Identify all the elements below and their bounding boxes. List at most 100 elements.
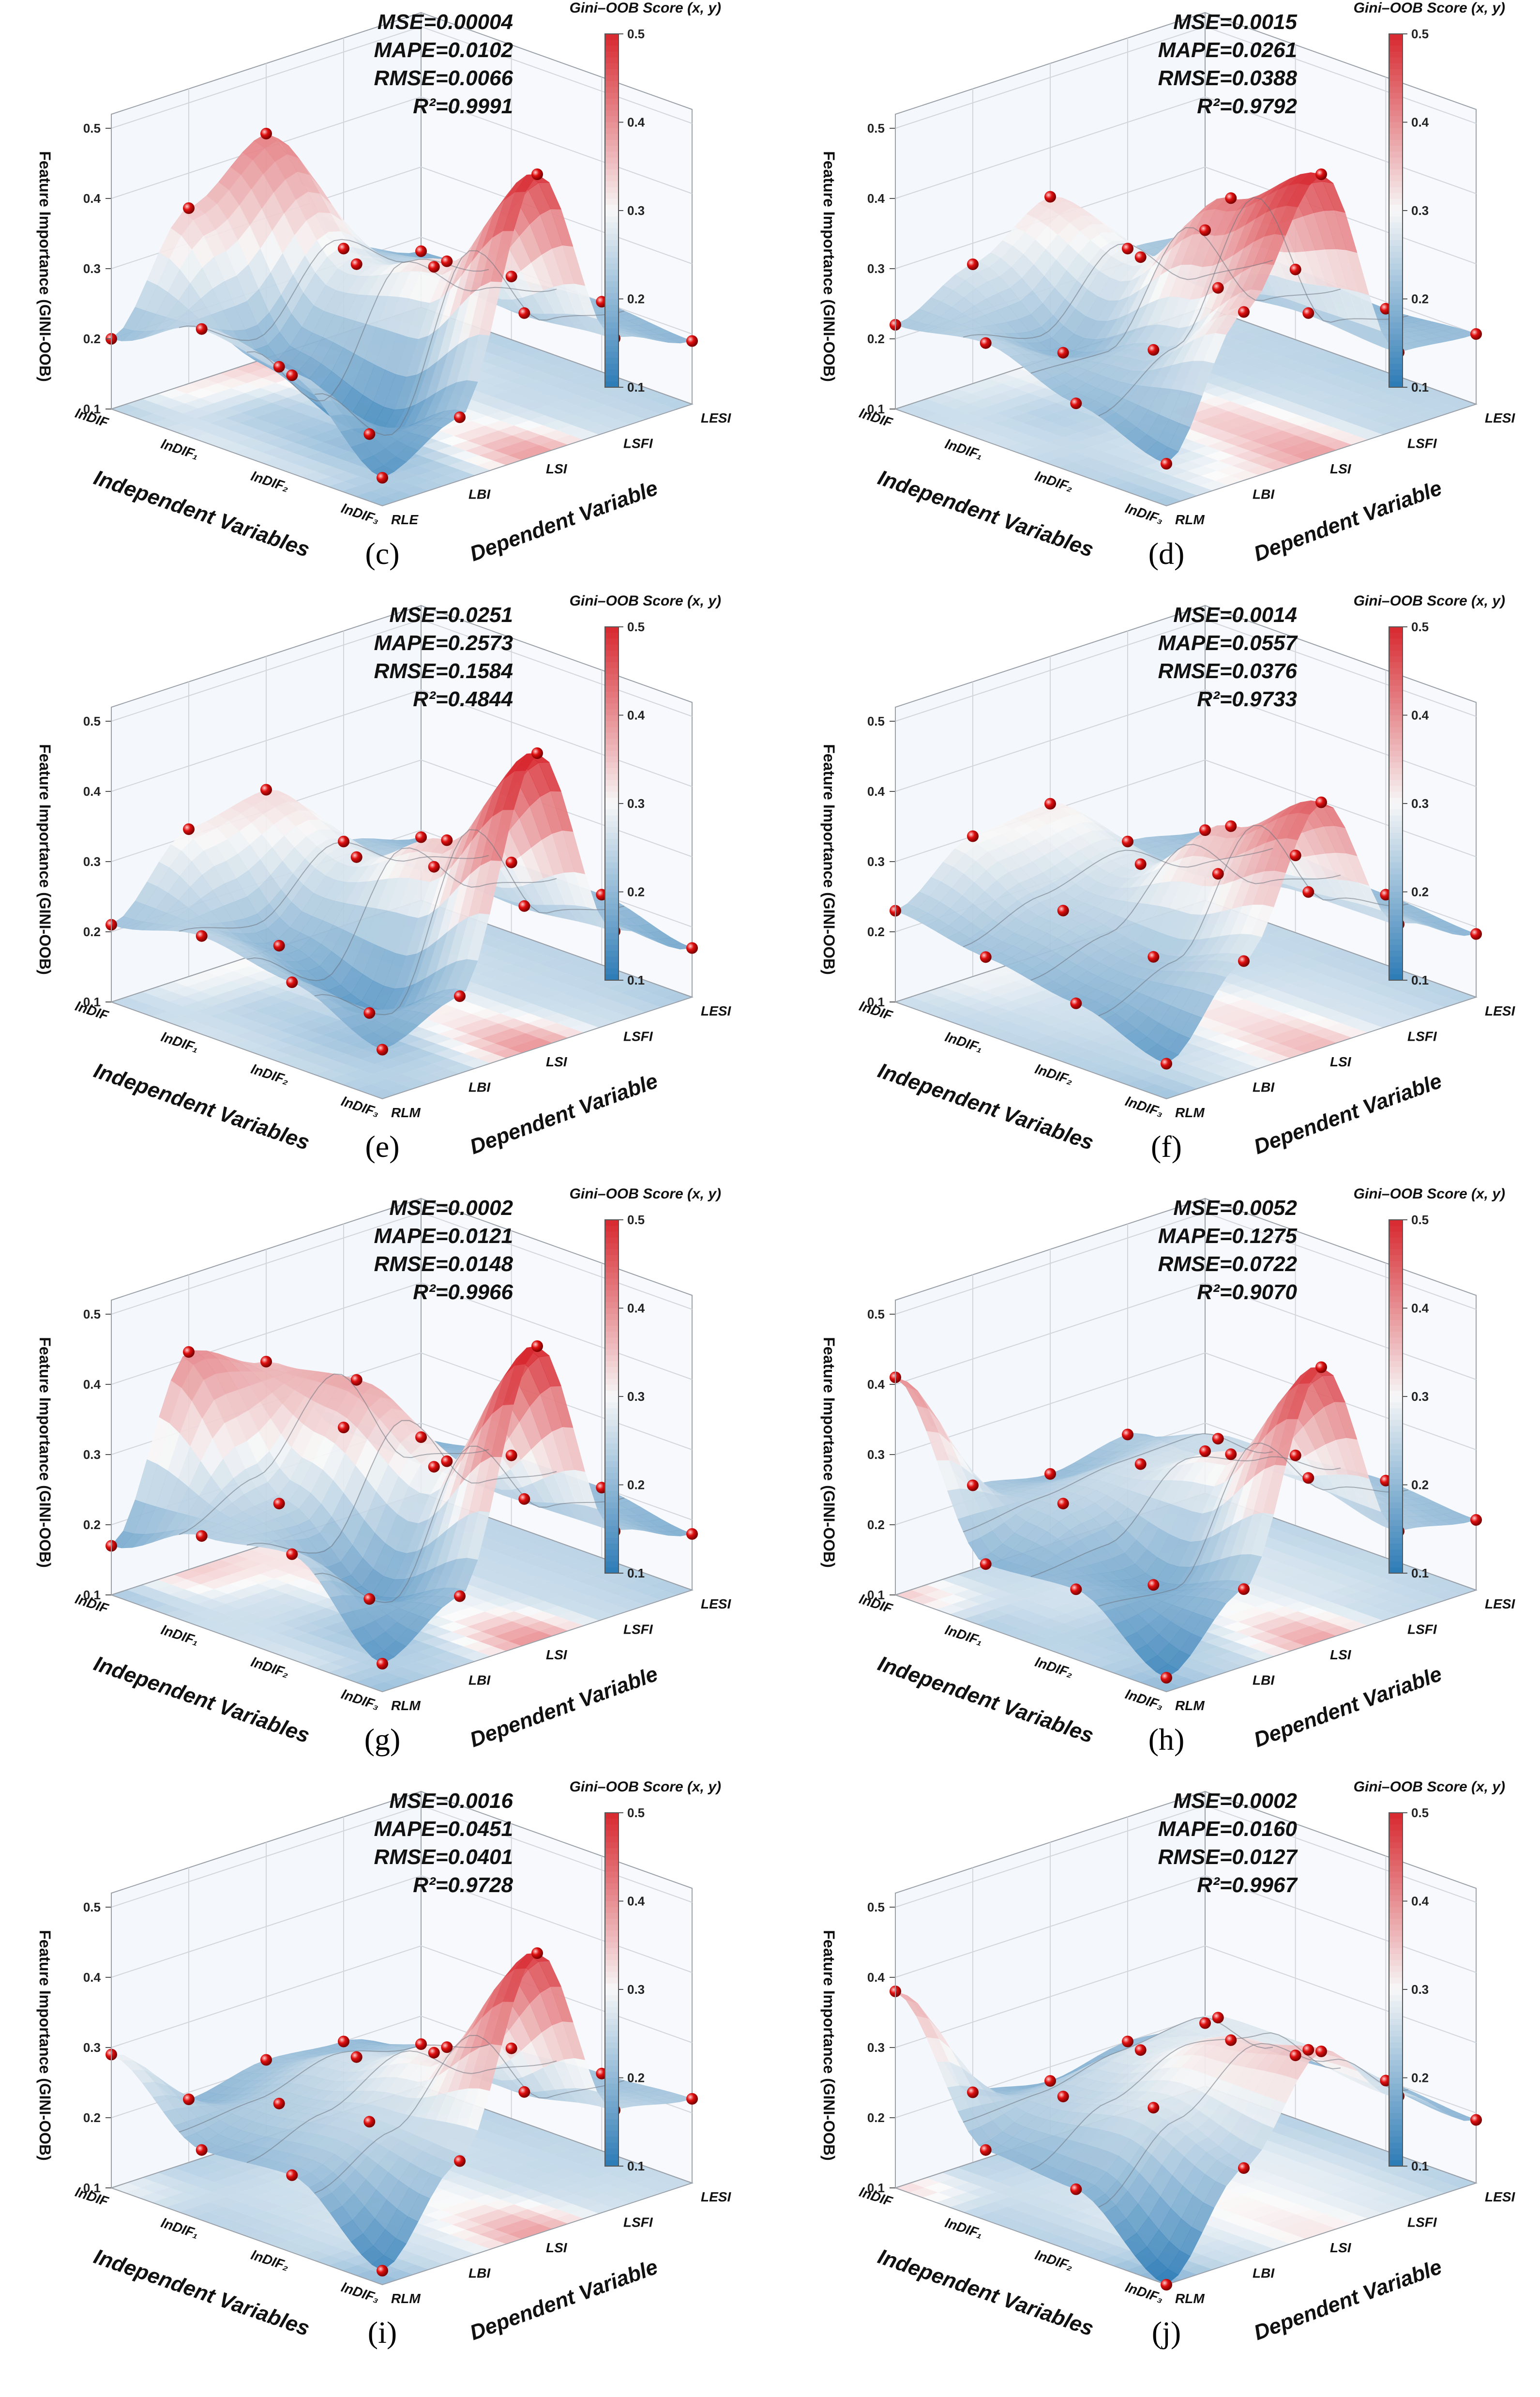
data-point — [1057, 905, 1069, 917]
floor-cell — [510, 440, 539, 450]
colorbar-segment — [1389, 768, 1403, 775]
floor-cell — [305, 452, 334, 462]
floor-cell — [1306, 973, 1335, 984]
data-point — [338, 243, 349, 255]
floor-cell — [1050, 427, 1079, 438]
floor-cell — [222, 1026, 251, 1036]
floor-cell — [1308, 445, 1337, 455]
floor-cell — [1021, 427, 1050, 438]
colorbar-segment — [1389, 691, 1403, 698]
floor-cell — [1253, 944, 1283, 955]
floor-cell — [171, 986, 200, 997]
data-point — [1212, 282, 1224, 294]
floor-cell — [539, 958, 568, 969]
floor-cell — [280, 1025, 309, 1035]
surface-contour — [179, 239, 489, 341]
colorbar-tick-label: 0.5 — [627, 27, 645, 41]
floor-cell — [303, 462, 332, 472]
floor-cell — [1294, 366, 1323, 376]
floor-cell — [1418, 399, 1447, 410]
floor-cell — [996, 408, 1025, 418]
floor-cell — [233, 373, 262, 383]
z-axis-label: Feature Importance (GINI-OOB) — [36, 151, 54, 382]
floor-cell — [268, 417, 297, 427]
floor-cell — [1221, 371, 1250, 381]
floor-cell — [1019, 1031, 1048, 1041]
floor-cell — [1269, 346, 1298, 356]
floor-cell — [276, 1563, 305, 1574]
floor-cell — [330, 1064, 359, 1075]
data-point — [1212, 868, 1224, 880]
colorbar-segment — [1389, 780, 1403, 787]
colorbar-segment — [605, 638, 619, 645]
floor-cell — [1317, 395, 1346, 406]
floor-cell — [291, 1040, 320, 1050]
floor-cell — [973, 379, 1002, 389]
metric-r2: R²=0.9792 — [1197, 94, 1297, 118]
floor-cell — [1201, 396, 1230, 407]
floor-cell — [204, 373, 233, 383]
floor-cell — [212, 408, 241, 418]
floor-cell — [262, 1040, 291, 1050]
floor-cell — [607, 983, 636, 993]
data-point — [967, 830, 979, 842]
colorbar-segment — [1389, 122, 1403, 129]
floor-cell — [1321, 969, 1350, 979]
floor-cell — [955, 986, 984, 997]
floor-cell — [417, 1063, 446, 1074]
floor-cell — [522, 380, 551, 391]
floor-cell — [969, 398, 998, 409]
floor-cell — [1006, 1026, 1035, 1036]
z-tick-label: 0.1 — [83, 995, 101, 1009]
floor-cell — [1306, 380, 1335, 391]
data-point — [338, 835, 349, 848]
floor-cell — [1356, 420, 1385, 430]
floor-cell — [317, 1060, 346, 1070]
floor-cell — [938, 1001, 967, 1012]
floor-cell — [1323, 440, 1352, 450]
colorbar-segment — [605, 369, 619, 376]
colorbar-segment — [1389, 685, 1403, 692]
surface-contour — [246, 261, 557, 402]
floor-cell — [549, 983, 578, 993]
floor-cell — [444, 999, 473, 1009]
floor-cell — [202, 1569, 231, 1579]
floor-cell — [1168, 1084, 1197, 1094]
floor-cell — [1296, 356, 1325, 366]
colorbar-segment — [1389, 662, 1403, 669]
colorbar-segment — [605, 750, 619, 757]
floor-cell — [251, 432, 280, 442]
floor-cell — [1240, 347, 1269, 357]
floor-cell — [198, 996, 227, 1006]
floor-cell — [634, 399, 663, 410]
floor-cell — [429, 1004, 458, 1014]
floor-cell — [578, 983, 607, 993]
floor-cell — [456, 421, 485, 431]
floor-cell — [541, 430, 570, 440]
floor-cell — [994, 418, 1023, 428]
floor-cell — [1101, 467, 1130, 477]
floor-cell — [1348, 978, 1377, 988]
data-point — [518, 307, 530, 319]
floor-cell — [911, 399, 940, 409]
colorbar-segment — [1389, 868, 1403, 875]
floor-cell — [320, 1040, 349, 1050]
floor-cell — [1209, 357, 1238, 367]
floor-cell — [529, 1008, 559, 1018]
floor-cell — [235, 1549, 264, 1559]
floor-cell — [1275, 391, 1304, 401]
floor-cell — [1021, 1020, 1050, 1031]
floor-cell — [1281, 435, 1310, 445]
floor-cell — [156, 1584, 185, 1594]
floor-cell — [438, 1029, 468, 1039]
z-tick-label: 0.5 — [867, 714, 885, 728]
colorbar-segment — [605, 650, 619, 657]
floor-cell — [1279, 964, 1308, 974]
colorbar-segment — [605, 169, 619, 176]
metrics-annotation: MSE=0.00004MAPE=0.0102RMSE=0.0066R²=0.99… — [374, 10, 513, 118]
floor-cell — [435, 1048, 464, 1059]
floor-cell — [508, 1043, 537, 1053]
floor-cell — [984, 986, 1013, 996]
